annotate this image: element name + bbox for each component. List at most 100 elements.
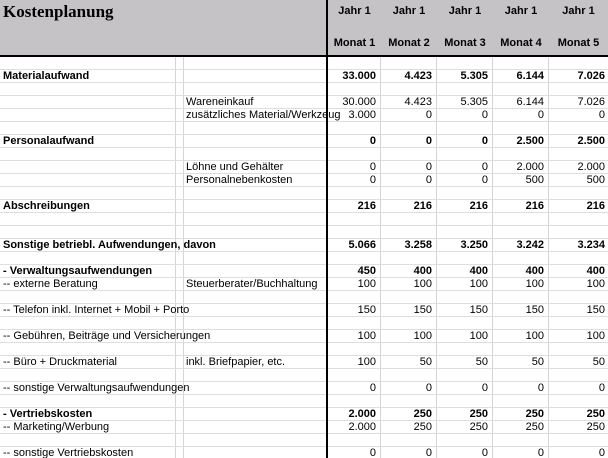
narrow-cell[interactable] xyxy=(176,148,184,160)
value-cell[interactable] xyxy=(549,187,608,199)
row-desc-cell[interactable] xyxy=(184,395,326,407)
value-cell[interactable]: 150 xyxy=(493,304,549,316)
value-cell[interactable]: 150 xyxy=(328,304,381,316)
row-desc-cell[interactable] xyxy=(184,252,326,264)
row-label-cell[interactable] xyxy=(0,252,176,264)
value-cell[interactable]: 500 xyxy=(493,174,549,186)
narrow-cell[interactable] xyxy=(176,434,184,446)
value-cell[interactable] xyxy=(381,252,437,264)
value-cell[interactable] xyxy=(549,434,608,446)
narrow-cell[interactable] xyxy=(176,213,184,225)
value-cell[interactable] xyxy=(549,317,608,329)
row-desc-cell[interactable] xyxy=(184,226,326,238)
value-cell[interactable] xyxy=(493,317,549,329)
value-cell[interactable]: 2.000 xyxy=(493,161,549,173)
row-desc-cell[interactable] xyxy=(184,369,326,381)
row-label-cell[interactable]: -- Marketing/Werbung xyxy=(0,421,176,433)
row-label-cell[interactable] xyxy=(0,317,176,329)
value-cell[interactable] xyxy=(328,343,381,355)
value-cell[interactable]: 400 xyxy=(586,265,605,277)
value-cell[interactable] xyxy=(328,83,381,95)
value-cell[interactable] xyxy=(328,57,381,69)
value-cell[interactable] xyxy=(493,148,549,160)
narrow-cell[interactable] xyxy=(176,161,184,173)
row-label-cell[interactable] xyxy=(0,96,176,108)
row-desc-cell[interactable]: Wareneinkauf xyxy=(186,96,254,108)
value-cell[interactable] xyxy=(328,122,381,134)
value-cell[interactable]: 50 xyxy=(592,356,605,368)
value-cell[interactable] xyxy=(381,213,437,225)
row-desc-cell[interactable]: Steuerberater/Buchhaltung xyxy=(186,278,318,290)
value-cell[interactable]: 250 xyxy=(586,408,605,420)
value-cell[interactable] xyxy=(437,369,493,381)
value-cell[interactable]: 3.242 xyxy=(493,239,549,251)
row-desc-cell[interactable] xyxy=(184,57,326,69)
value-cell[interactable]: 0 xyxy=(437,447,493,458)
row-desc-cell[interactable] xyxy=(184,83,326,95)
row-label-cell[interactable]: -- Telefon inkl. Internet + Mobil + Port… xyxy=(0,304,189,316)
value-cell[interactable] xyxy=(493,395,549,407)
narrow-cell[interactable] xyxy=(176,304,184,316)
narrow-cell[interactable] xyxy=(176,70,184,82)
value-cell[interactable]: 5.066 xyxy=(328,239,381,251)
value-cell[interactable]: 0 xyxy=(437,161,493,173)
value-cell[interactable] xyxy=(437,395,493,407)
value-cell[interactable] xyxy=(493,226,549,238)
row-label-cell[interactable]: -- sonstige Vertriebskosten xyxy=(0,447,176,458)
value-cell[interactable] xyxy=(381,434,437,446)
value-cell[interactable]: 100 xyxy=(437,278,493,290)
value-cell[interactable]: 0 xyxy=(493,382,549,394)
narrow-cell[interactable] xyxy=(176,252,184,264)
value-cell[interactable] xyxy=(437,187,493,199)
value-cell[interactable] xyxy=(381,291,437,303)
value-cell[interactable]: 0 xyxy=(381,447,437,458)
value-cell[interactable]: 7.026 xyxy=(577,96,605,108)
row-label-cell[interactable] xyxy=(0,395,176,407)
value-cell[interactable] xyxy=(437,148,493,160)
value-cell[interactable]: 250 xyxy=(381,421,437,433)
narrow-cell[interactable] xyxy=(176,395,184,407)
value-cell[interactable]: 450 xyxy=(328,265,381,277)
value-cell[interactable]: 100 xyxy=(381,278,437,290)
row-label-cell[interactable]: - Verwaltungsaufwendungen xyxy=(0,265,176,277)
value-cell[interactable] xyxy=(328,148,381,160)
value-cell[interactable]: 100 xyxy=(381,330,437,342)
row-label-cell[interactable]: Abschreibungen xyxy=(0,200,176,212)
value-cell[interactable]: 5.305 xyxy=(437,96,493,108)
row-desc-cell[interactable] xyxy=(184,382,326,394)
value-cell[interactable]: 250 xyxy=(381,408,437,420)
value-cell[interactable]: 0 xyxy=(328,161,381,173)
row-label-cell[interactable]: Sonstige betriebl. Aufwendungen, davon xyxy=(0,239,216,251)
row-desc-cell[interactable] xyxy=(184,187,326,199)
value-cell[interactable] xyxy=(328,187,381,199)
value-cell[interactable]: 150 xyxy=(437,304,493,316)
row-label-cell[interactable]: Personalaufwand xyxy=(0,135,176,147)
row-label-cell[interactable] xyxy=(0,148,176,160)
value-cell[interactable]: 0 xyxy=(328,174,381,186)
value-cell[interactable] xyxy=(549,213,608,225)
row-desc-cell[interactable] xyxy=(184,304,326,316)
value-cell[interactable]: 100 xyxy=(493,278,549,290)
value-cell[interactable] xyxy=(328,213,381,225)
value-cell[interactable]: 0 xyxy=(381,174,437,186)
value-cell[interactable]: 400 xyxy=(493,265,549,277)
value-cell[interactable] xyxy=(381,83,437,95)
row-desc-cell[interactable]: inkl. Briefpapier, etc. xyxy=(186,356,286,368)
value-cell[interactable]: 250 xyxy=(586,421,605,433)
value-cell[interactable]: 3.234 xyxy=(577,239,605,251)
value-cell[interactable]: 0 xyxy=(381,109,437,121)
value-cell[interactable]: 4.423 xyxy=(381,70,437,82)
value-cell[interactable]: 216 xyxy=(586,200,605,212)
column-header-2[interactable]: Jahr 1 Monat 2 xyxy=(381,0,437,49)
value-cell[interactable] xyxy=(437,343,493,355)
value-cell[interactable] xyxy=(493,57,549,69)
narrow-cell[interactable] xyxy=(176,96,184,108)
value-cell[interactable]: 0 xyxy=(328,382,381,394)
value-cell[interactable] xyxy=(437,122,493,134)
narrow-cell[interactable] xyxy=(176,382,184,394)
value-cell[interactable]: 216 xyxy=(437,200,493,212)
value-cell[interactable] xyxy=(493,434,549,446)
value-cell[interactable] xyxy=(549,291,608,303)
value-cell[interactable]: 150 xyxy=(586,304,605,316)
value-cell[interactable]: 2.000 xyxy=(577,161,605,173)
